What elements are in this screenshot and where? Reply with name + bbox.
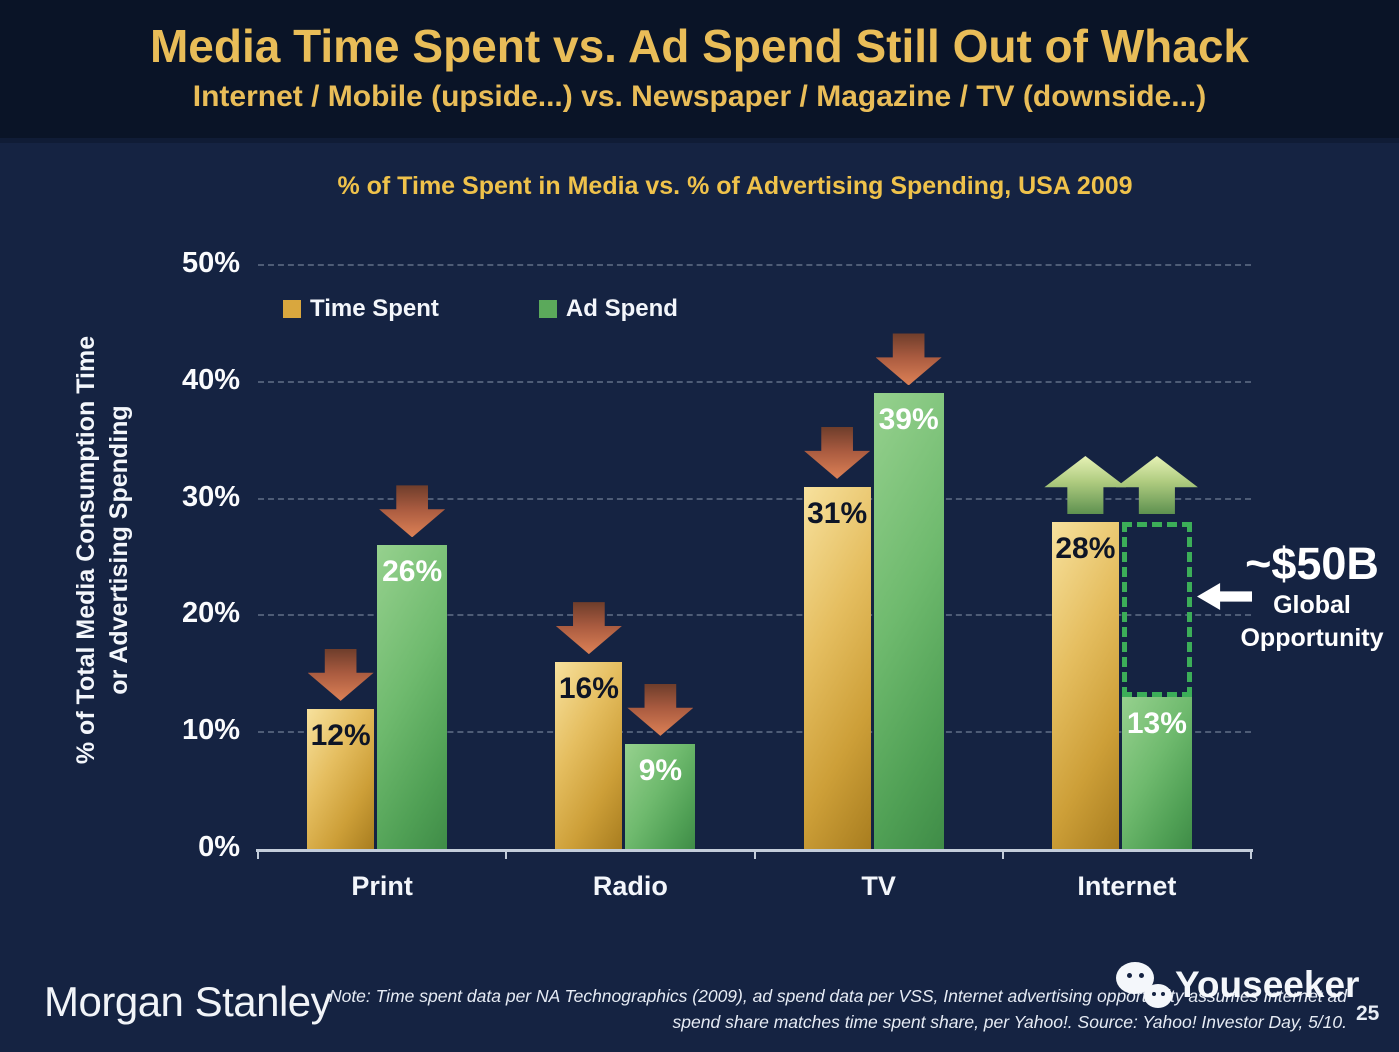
legend-label-ad-spend: Ad Spend xyxy=(565,295,678,322)
down-arrow-icon xyxy=(627,683,694,736)
value-label-print-time-spent: 12% xyxy=(310,718,371,752)
bar-radio-ad-spend xyxy=(625,743,696,849)
legend-item-ad-spend: Ad Spend xyxy=(538,295,678,323)
y-axis-title-line2: or Advertising Spending xyxy=(104,405,133,695)
y-tick-label-10%: 10% xyxy=(181,714,240,747)
legend-label-time-spent: Time Spent xyxy=(310,295,439,322)
value-label-radio-ad-spend: 9% xyxy=(638,753,683,787)
wechat-bubble-small xyxy=(1144,984,1172,1008)
bar-tv-ad-spend xyxy=(873,393,944,849)
value-label-internet-ad-spend: 13% xyxy=(1126,707,1187,741)
x-axis-tick xyxy=(505,849,508,859)
time-spent-swatch xyxy=(283,300,301,318)
down-arrow-icon xyxy=(875,333,942,386)
x-axis-tick xyxy=(753,849,756,859)
y-tick-label-30%: 30% xyxy=(181,480,240,513)
bar-radio-time-spent xyxy=(555,662,623,849)
gridline-30% xyxy=(258,497,1251,500)
y-tick-label-50%: 50% xyxy=(181,247,240,279)
y-tick-label-40%: 40% xyxy=(181,363,240,396)
y-axis-title: % of Total Media Consumption Time or Adv… xyxy=(70,240,136,860)
slide-title: Media Time Spent vs. Ad Spend Still Out … xyxy=(149,20,1250,72)
chart-title: % of Time Spent in Media vs. % of Advert… xyxy=(337,172,1133,200)
bar-internet-time-spent xyxy=(1051,521,1119,849)
bar-print-time-spent xyxy=(307,708,375,849)
value-label-tv-time-spent: 31% xyxy=(807,496,868,530)
opportunity-label-line2: Opportunity xyxy=(1240,624,1384,653)
slide-header: Media Time Spent vs. Ad Spend Still Out … xyxy=(0,0,1399,143)
opportunity-amount: ~$50B xyxy=(1245,538,1379,589)
bar-tv-time-spent xyxy=(803,486,871,849)
value-label-tv-ad-spend: 39% xyxy=(878,403,939,437)
legend-item-time-spent: Time Spent xyxy=(283,295,439,323)
y-axis-title-line1: % of Total Media Consumption Time xyxy=(72,335,100,765)
opportunity-label-line1: Global xyxy=(1273,591,1351,620)
down-arrow-icon xyxy=(804,426,871,479)
slide-subtitle: Internet / Mobile (upside...) vs. Newspa… xyxy=(192,80,1207,113)
x-axis-tick xyxy=(257,849,259,859)
bar-internet-ad-spend xyxy=(1121,697,1192,849)
value-label-print-ad-spend: 26% xyxy=(382,555,443,589)
value-label-radio-time-spent: 16% xyxy=(558,672,619,706)
down-arrow-icon xyxy=(307,648,374,701)
category-label-internet: Internet xyxy=(1077,871,1177,901)
x-axis-tick xyxy=(1250,849,1252,859)
watermark-text: Youseeker xyxy=(1175,964,1360,1005)
value-label-internet-time-spent: 28% xyxy=(1055,531,1116,565)
ad-spend-swatch xyxy=(538,300,557,318)
gridline-40% xyxy=(258,380,1251,383)
opportunity-gap-outline xyxy=(1121,521,1192,698)
watermark: Youseeker xyxy=(1116,960,1359,1010)
opportunity-annotation: ~$50B Global Opportunity xyxy=(1230,540,1394,653)
source-note-line2: spend share matches time spent share, pe… xyxy=(672,1012,1347,1033)
category-label-tv: TV xyxy=(861,871,896,901)
page-number: 25 xyxy=(1356,1002,1380,1025)
y-tick-label-0%: 0% xyxy=(198,831,240,863)
down-arrow-icon xyxy=(379,485,446,538)
morgan-stanley-logo: Morgan Stanley xyxy=(44,978,332,1025)
category-label-print: Print xyxy=(351,871,413,901)
bar-print-ad-spend xyxy=(377,545,448,849)
chart-legend: Time Spent Ad Spend xyxy=(283,295,678,323)
down-arrow-icon xyxy=(555,602,622,655)
x-axis-tick xyxy=(1001,849,1004,859)
y-tick-label-20%: 20% xyxy=(181,597,240,630)
up-arrow-icon xyxy=(1115,455,1198,514)
gridline-10% xyxy=(258,731,1251,734)
source-note: Note: Time spent data per NA Technograph… xyxy=(247,983,1347,1036)
gridline-50% xyxy=(258,264,1251,266)
wechat-icon xyxy=(1116,960,1174,1010)
category-label-radio: Radio xyxy=(592,871,668,901)
gridline-20% xyxy=(258,614,1251,617)
source-note-line1: Note: Time spent data per NA Technograph… xyxy=(328,986,1347,1006)
up-arrow-icon xyxy=(1044,455,1127,514)
